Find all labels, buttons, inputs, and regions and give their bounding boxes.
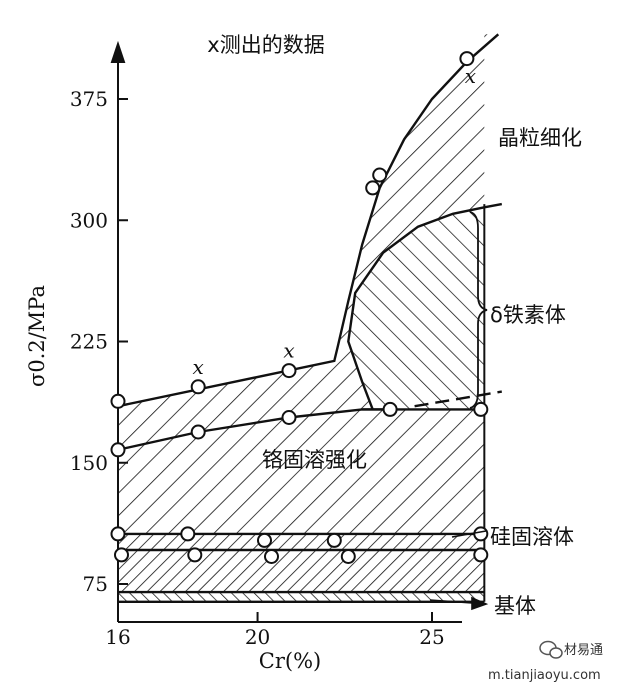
y-axis-label: σ0.2/MPa bbox=[25, 285, 49, 387]
boundaries bbox=[117, 33, 503, 603]
data-point bbox=[473, 547, 489, 563]
data-point bbox=[114, 547, 129, 563]
watermark-url: m.tianjiaoyu.com bbox=[488, 668, 601, 683]
x-tick-label: 16 bbox=[105, 625, 130, 649]
watermark-brand: 材易通 bbox=[564, 643, 603, 658]
data-point bbox=[110, 442, 126, 458]
region-cr-solid-solution bbox=[118, 409, 485, 534]
chart-title: x测出的数据 bbox=[207, 33, 324, 57]
data-point bbox=[190, 424, 206, 440]
data-point bbox=[110, 526, 126, 542]
y-tick-label: 375 bbox=[70, 87, 108, 111]
x-axis-label: Cr(%) bbox=[259, 649, 321, 673]
data-point bbox=[110, 393, 126, 409]
band-pointer-arrows bbox=[429, 530, 489, 611]
upper-boundary-curve bbox=[117, 33, 500, 408]
y-tick-label: 75 bbox=[83, 572, 108, 596]
data-point bbox=[180, 526, 196, 542]
y-axis-arrow-icon bbox=[110, 40, 126, 63]
data-point bbox=[473, 401, 489, 417]
data-point bbox=[365, 180, 381, 196]
regions bbox=[118, 34, 502, 602]
y-tick-label: 300 bbox=[70, 208, 108, 232]
data-point bbox=[190, 379, 206, 395]
x-tick-label: 20 bbox=[245, 625, 270, 649]
y-tick-label: 150 bbox=[70, 451, 108, 475]
region-matrix bbox=[118, 592, 485, 602]
data-point bbox=[257, 532, 272, 548]
y-tick-label: 225 bbox=[70, 330, 108, 354]
delta-ferrite-boundary-curve bbox=[347, 202, 503, 410]
data-point bbox=[382, 401, 398, 417]
point-label: x bbox=[465, 64, 476, 88]
label-cr-solid-solution: 铬固溶强化 bbox=[262, 448, 367, 472]
label-delta-ferrite: δ铁素体 bbox=[490, 303, 566, 327]
label-si-solid-solution: 硅固溶体 bbox=[490, 525, 574, 549]
dashed-boundary-curve bbox=[414, 390, 502, 408]
delta-ferrite-brace-icon bbox=[469, 211, 488, 409]
data-point bbox=[326, 532, 342, 548]
data-point bbox=[459, 51, 475, 67]
data-point bbox=[473, 526, 489, 542]
data-point bbox=[264, 549, 279, 564]
region-delta-ferrite-hatch bbox=[348, 204, 502, 410]
label-matrix: 基体 bbox=[494, 594, 536, 618]
point-labels: x x x bbox=[193, 64, 476, 379]
x-tick-label: 25 bbox=[419, 625, 444, 649]
region-si-solid-solution bbox=[118, 533, 485, 593]
data-point bbox=[281, 410, 297, 425]
data-points bbox=[110, 51, 489, 564]
matrix-arrow-icon bbox=[471, 596, 489, 611]
data-point bbox=[372, 167, 388, 183]
label-grain-refinement: 晶粒细化 bbox=[498, 126, 582, 150]
point-label: x bbox=[193, 355, 204, 379]
data-point bbox=[187, 547, 203, 563]
point-label: x bbox=[283, 339, 294, 363]
data-point bbox=[340, 549, 356, 564]
axis-ticks: 75 150 225 300 375 16 20 25 bbox=[70, 87, 445, 649]
wechat-icon bbox=[539, 640, 563, 659]
data-point bbox=[281, 363, 297, 379]
watermark: 材易通 m.tianjiaoyu.com bbox=[488, 640, 603, 683]
